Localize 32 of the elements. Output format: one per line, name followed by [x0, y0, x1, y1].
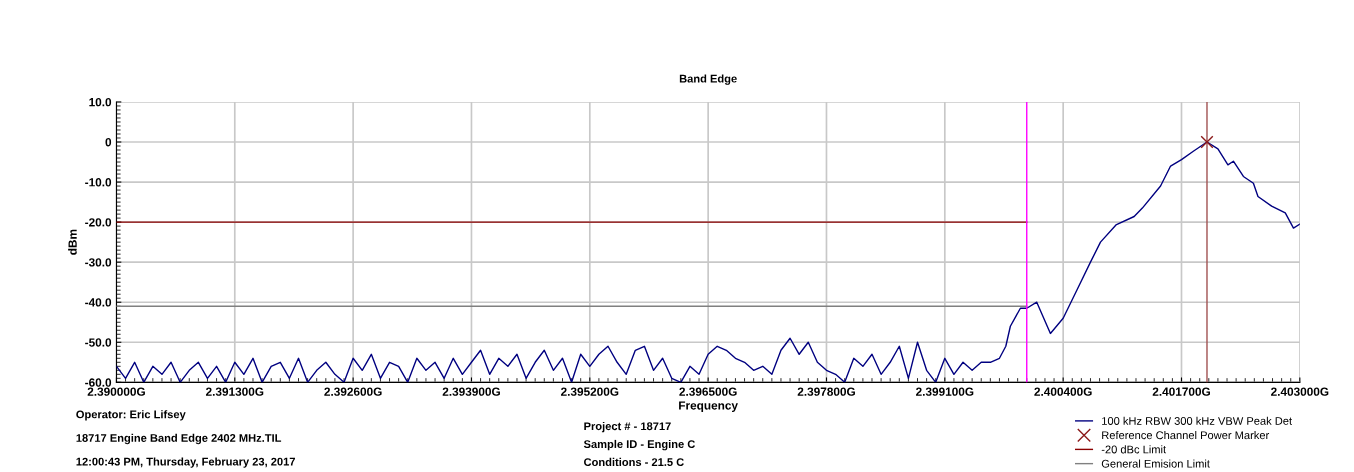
- legend-label: 100 kHz RBW 300 kHz VBW Peak Det: [1102, 416, 1292, 425]
- x-tick-label: 2.399100G: [916, 387, 974, 396]
- x-tick-label: 2.395200G: [561, 387, 619, 396]
- legend-label: -20 dBc Limit: [1101, 445, 1167, 454]
- y-tick-label: -30.0: [85, 258, 112, 267]
- chart-title: Band Edge: [679, 74, 737, 85]
- x-tick-label: 2.393900G: [442, 387, 500, 396]
- x-tick-label: 2.400400G: [1034, 387, 1092, 396]
- text: Operator: Eric Lifsey: [76, 410, 186, 421]
- text: Conditions - 21.5 C: [584, 457, 684, 467]
- x-axis-title: Frequency: [679, 401, 738, 412]
- y-axis-title: dBm: [68, 229, 77, 255]
- y-tick-label: -20.0: [85, 218, 112, 227]
- y-tick-label: -10.0: [85, 178, 112, 187]
- text: Project # - 18717: [584, 421, 671, 433]
- x-tick-label: 2.401700G: [1152, 387, 1210, 396]
- x-tick-label: 2.403000G: [1271, 387, 1329, 396]
- legend-label: General Emision Limit: [1101, 459, 1210, 468]
- y-tick-label: -40.0: [85, 298, 112, 307]
- text: Sample ID - Engine C: [583, 439, 696, 451]
- x-tick-label: 2.391300G: [205, 387, 264, 396]
- y-tick-label: 10.0: [89, 97, 112, 107]
- legend-label: Reference Channel Power Marker: [1102, 430, 1270, 440]
- y-tick-label: 0: [105, 138, 112, 147]
- x-tick-label: 2.390000G: [87, 387, 145, 396]
- x-tick-label: 2.396500G: [679, 387, 737, 396]
- x-tick-label: 2.397800G: [797, 387, 855, 396]
- y-tick-label: -60.0: [85, 378, 112, 387]
- text: 18717 Engine Band Edge 2402 MHz.TIL: [76, 433, 282, 445]
- x-tick-label: 2.392600G: [324, 387, 382, 396]
- text: 12:00:43 PM, Thursday, February 23, 2017: [76, 457, 295, 468]
- y-tick-label: -50.0: [85, 338, 112, 347]
